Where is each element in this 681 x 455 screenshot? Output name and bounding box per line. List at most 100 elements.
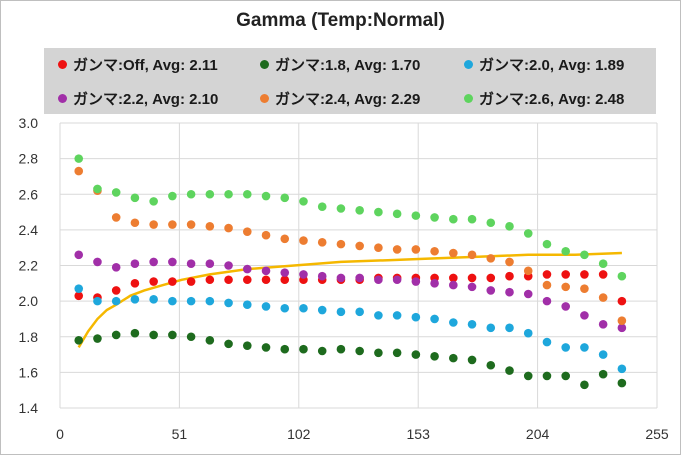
data-point xyxy=(598,270,608,279)
data-point xyxy=(261,302,271,311)
data-point xyxy=(93,296,102,306)
data-point xyxy=(149,330,158,340)
data-point xyxy=(280,344,290,354)
data-point xyxy=(449,214,458,224)
data-point xyxy=(523,266,533,276)
data-point xyxy=(561,302,570,311)
data-point xyxy=(598,319,608,329)
data-point xyxy=(336,204,346,213)
y-tick-label: 3.0 xyxy=(19,115,39,131)
data-point xyxy=(598,350,608,359)
data-point xyxy=(355,273,364,283)
data-point xyxy=(449,318,458,327)
data-point xyxy=(467,355,477,365)
data-point xyxy=(430,279,439,288)
legend-marker xyxy=(464,93,473,103)
x-tick-label: 51 xyxy=(172,426,188,442)
data-point xyxy=(392,245,402,254)
data-point xyxy=(111,296,121,306)
data-point xyxy=(111,213,121,222)
data-point xyxy=(467,273,477,283)
legend-marker xyxy=(58,59,67,69)
data-point xyxy=(467,214,477,224)
data-point xyxy=(523,289,533,299)
data-point xyxy=(486,323,496,333)
legend-entry-2-6: ガンマ:2.6, Avg: 2.48 xyxy=(464,87,624,109)
chart-title: Gamma (Temp:Normal) xyxy=(236,10,445,31)
data-point xyxy=(598,293,608,302)
data-point xyxy=(111,188,121,197)
data-point xyxy=(542,270,552,279)
data-point xyxy=(224,223,233,233)
data-point xyxy=(74,166,84,176)
y-tick-label: 2.0 xyxy=(19,293,39,309)
data-point xyxy=(130,193,140,203)
data-point xyxy=(580,311,589,320)
legend-label: ガンマ:2.4, Avg: 2.29 xyxy=(275,90,421,108)
data-point xyxy=(261,230,271,240)
data-point xyxy=(149,277,158,286)
data-point xyxy=(542,239,552,249)
data-point xyxy=(224,261,233,270)
series-3 xyxy=(74,250,627,333)
data-point xyxy=(130,279,140,288)
legend-label: ガンマ:2.6, Avg: 2.48 xyxy=(479,90,625,108)
data-point xyxy=(299,344,308,354)
data-point xyxy=(186,296,196,306)
data-point xyxy=(430,352,439,361)
data-point xyxy=(111,330,121,340)
data-point xyxy=(598,369,608,379)
data-point xyxy=(449,353,458,363)
data-point xyxy=(280,268,290,277)
y-axis-ticks: 1.4 1.6 1.8 2.0 2.2 2.4 2.6 2.8 3.0 xyxy=(19,115,39,416)
data-point xyxy=(449,248,458,258)
data-point xyxy=(617,316,627,326)
data-point xyxy=(374,348,383,358)
data-point xyxy=(280,234,290,244)
data-point xyxy=(561,371,570,381)
data-point xyxy=(261,266,271,276)
data-point xyxy=(261,275,271,285)
data-point xyxy=(542,371,552,381)
data-point xyxy=(299,303,308,313)
data-point xyxy=(580,343,589,352)
legend-entry-2-0: ガンマ:2.0, Avg: 1.89 xyxy=(464,53,624,75)
data-point xyxy=(168,296,177,306)
data-point xyxy=(486,360,496,370)
data-point xyxy=(299,197,308,206)
data-point xyxy=(111,262,121,272)
legend-marker xyxy=(464,59,473,69)
data-point xyxy=(111,286,121,295)
data-point xyxy=(486,273,496,283)
legend-entry-off: ガンマ:Off, Avg: 2.11 xyxy=(58,53,218,75)
data-points xyxy=(74,154,627,390)
data-point xyxy=(93,184,102,194)
data-point xyxy=(355,205,364,215)
data-point xyxy=(149,197,158,206)
data-point xyxy=(449,273,458,283)
data-point xyxy=(205,189,215,199)
data-point xyxy=(392,311,402,320)
data-point xyxy=(242,300,252,309)
data-point xyxy=(261,343,271,352)
data-point xyxy=(580,284,589,293)
data-point xyxy=(149,295,158,304)
data-point xyxy=(205,275,215,285)
data-point xyxy=(374,275,383,285)
data-point xyxy=(523,229,533,238)
data-point xyxy=(93,257,102,267)
data-point xyxy=(280,275,290,285)
data-point xyxy=(186,259,196,269)
y-tick-label: 1.4 xyxy=(19,400,39,416)
data-point xyxy=(299,270,308,279)
data-point xyxy=(186,277,196,286)
legend-entry-2-2: ガンマ:2.2, Avg: 2.10 xyxy=(58,87,218,109)
data-point xyxy=(168,257,177,267)
data-point xyxy=(580,270,589,279)
data-point xyxy=(205,336,215,345)
data-point xyxy=(467,250,477,260)
data-point xyxy=(168,277,177,286)
data-point xyxy=(374,311,383,320)
legend-label: ガンマ:Off, Avg: 2.11 xyxy=(73,56,218,74)
